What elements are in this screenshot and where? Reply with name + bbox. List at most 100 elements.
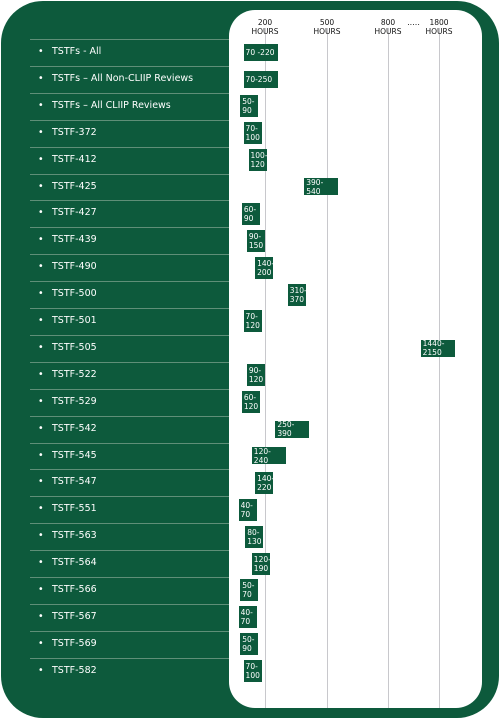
category-name: TSTF-501 (52, 315, 97, 326)
category-row: • TSTF-372 (30, 119, 229, 147)
category-label: • TSTF-551 (38, 503, 97, 514)
range-bar: 120- 190 (251, 552, 271, 575)
category-name: TSTF-567 (52, 610, 97, 622)
range-bar: 70- 100 (243, 122, 262, 145)
range-bar: 70 -220 (243, 43, 278, 61)
category-name: TSTFs – All CLIIP Reviews (52, 99, 171, 111)
category-name: TSTF-563 (52, 530, 97, 542)
bullet-icon: • (38, 449, 44, 461)
category-label: • TSTF-563 (38, 530, 97, 541)
category-name: TSTF-547 (52, 476, 97, 488)
category-row: • TSTFs – All Non-CLIIP Reviews (30, 65, 229, 93)
category-row: • TSTF-567 (30, 603, 229, 631)
category-row: • TSTF-551 (30, 496, 229, 523)
category-name: TSTF-551 (52, 503, 97, 515)
range-bar: 90- 120 (246, 364, 265, 387)
category-label: • TSTF-522 (38, 369, 97, 380)
category-row: • TSTF-569 (30, 630, 229, 658)
range-bar: 250-390 (275, 420, 310, 438)
category-row: • TSTFs - All (30, 39, 229, 66)
range-bar: 50- 90 (240, 95, 259, 118)
range-bar: 60- 90 (241, 202, 260, 225)
category-label: • TSTFs - All (38, 46, 101, 57)
axis-tick-label-500: 500 HOURS (313, 18, 341, 36)
category-label: • TSTF-545 (38, 450, 97, 461)
bullet-icon: • (38, 315, 44, 326)
category-name: TSTF-439 (52, 234, 97, 246)
category-row: • TSTF-412 (30, 146, 229, 174)
category-name: TSTF-490 (52, 261, 97, 273)
axis-break-label: ..... (407, 18, 420, 27)
category-label: • TSTF-564 (38, 557, 97, 568)
range-bar: 140- 220 (255, 471, 275, 494)
category-name: TSTF-505 (52, 341, 97, 353)
bullet-icon: • (38, 395, 44, 407)
category-name: TSTF-427 (52, 207, 97, 219)
range-bar: 60- 120 (241, 391, 260, 414)
bullet-icon: • (38, 207, 44, 219)
bullet-icon: • (38, 637, 44, 649)
category-name: TSTF-566 (52, 584, 97, 595)
category-label: • TSTF-569 (38, 638, 97, 649)
category-label: • TSTFs – All CLIIP Reviews (38, 100, 171, 111)
category-label: • TSTF-501 (38, 315, 97, 326)
bullet-icon: • (38, 610, 44, 622)
bullet-icon: • (38, 126, 44, 138)
category-name: TSTF-529 (52, 395, 97, 407)
category-label: • TSTF-529 (38, 396, 97, 407)
plot-panel: 200 HOURS 500 HOURS 800 HOURS 1800 HOURS..... 70… (229, 10, 482, 708)
category-label: • TSTF-567 (38, 611, 97, 622)
category-name: TSTF-522 (52, 368, 97, 380)
category-row: • TSTF-505 (30, 334, 229, 362)
category-row: • TSTF-501 (30, 308, 229, 335)
category-row: • TSTF-563 (30, 523, 229, 550)
range-bar: 40- 70 (238, 498, 257, 521)
category-row: • TSTF-522 (30, 361, 229, 389)
category-name: TSTF-372 (52, 126, 97, 138)
bullet-icon: • (38, 664, 44, 676)
category-row: • TSTF-490 (30, 254, 229, 281)
range-bar: 70-250 (243, 70, 278, 88)
bullet-icon: • (38, 557, 44, 569)
axis-tick-label-800: 800 HOURS (374, 18, 402, 36)
category-row: • TSTF-547 (30, 469, 229, 496)
bullet-icon: • (38, 368, 44, 380)
category-row: • TSTF-564 (30, 550, 229, 577)
category-row: • TSTF-545 (30, 442, 229, 470)
bullet-icon: • (38, 288, 44, 300)
bullet-icon: • (38, 584, 44, 595)
bullet-icon: • (38, 503, 44, 515)
bullet-icon: • (38, 99, 44, 111)
range-bar: 100- 120 (248, 149, 268, 172)
bullet-icon: • (38, 341, 44, 353)
bullet-icon: • (38, 46, 44, 57)
range-bar: 40- 70 (238, 606, 257, 629)
category-row: • TSTF-427 (30, 200, 229, 227)
range-bar: 50- 70 (240, 579, 259, 602)
category-label: • TSTF-412 (38, 154, 97, 165)
category-row: • TSTF-425 (30, 173, 229, 201)
category-label: • TSTF-372 (38, 127, 97, 138)
bullet-icon: • (38, 261, 44, 273)
category-row: • TSTFs – All CLIIP Reviews (30, 92, 229, 120)
range-bar: 310- 370 (287, 283, 307, 306)
range-bar: 90- 150 (246, 229, 265, 252)
category-label: • TSTF-505 (38, 342, 97, 353)
category-name: TSTFs - All (52, 46, 102, 57)
category-label: • TSTF-427 (38, 207, 97, 218)
bullet-icon: • (38, 530, 44, 542)
category-row: • TSTF-529 (30, 388, 229, 416)
range-bar: 50- 90 (240, 633, 259, 656)
category-label: • TSTF-439 (38, 234, 97, 245)
range-bar: 1440-2150 (420, 339, 455, 357)
category-label: • TSTF-490 (38, 261, 97, 272)
bullet-icon: • (38, 180, 44, 192)
category-name: TSTF-425 (52, 180, 97, 192)
category-name: TSTF-545 (52, 449, 97, 461)
range-bar: 140- 200 (255, 256, 275, 279)
category-label: • TSTF-500 (38, 288, 97, 299)
axis-tick-label-1800: 1800 HOURS (425, 18, 453, 36)
range-bar: 80- 130 (245, 525, 264, 548)
axis-tick-label-200: 200 HOURS (251, 18, 279, 36)
category-row: • TSTF-542 (30, 415, 229, 443)
